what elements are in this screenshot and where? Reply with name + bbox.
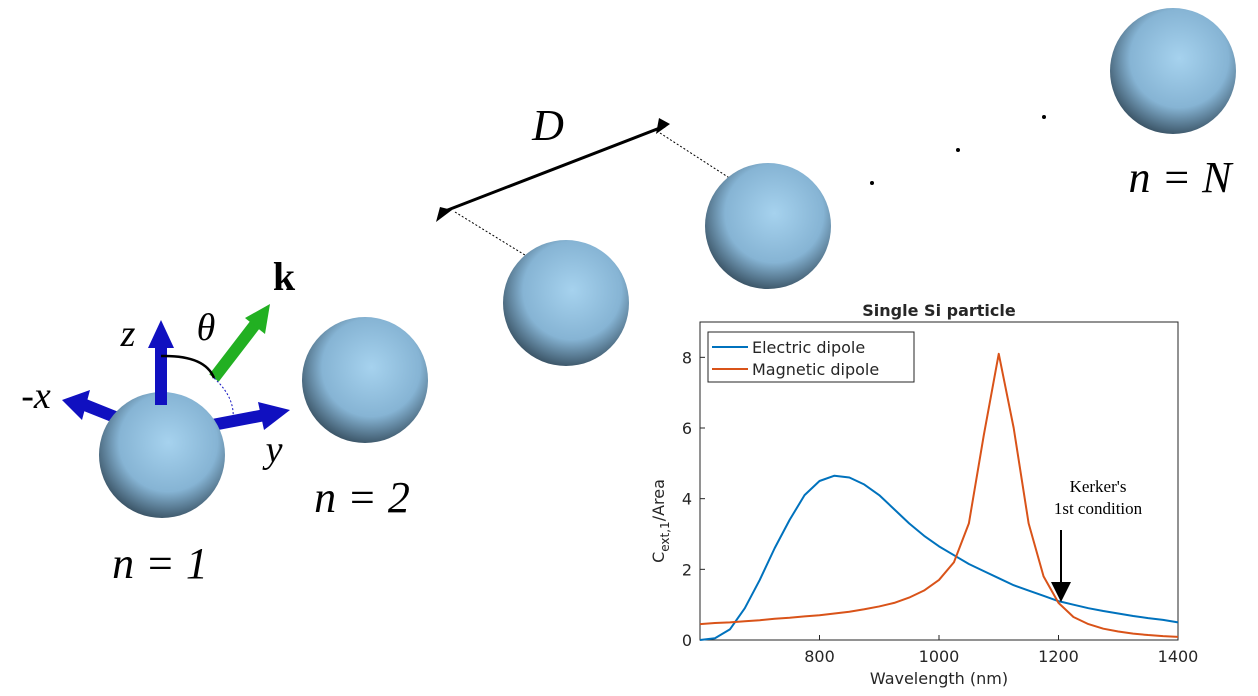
label-theta: θ [197,307,216,349]
y-tick-label: 0 [682,631,692,650]
annotation: 1st condition [1054,499,1143,518]
label-z: z [120,313,136,355]
y-label-main: C [649,552,668,563]
sphere [503,240,629,366]
dot [956,148,960,152]
label-nN: n = N [1128,153,1234,202]
y-tick-label: 4 [682,490,692,509]
theta-arc [160,354,216,379]
y-label-rest: /Area [649,479,668,521]
x-tick-label: 800 [804,647,835,666]
series-line [699,352,1179,638]
sphere [705,163,831,289]
k-vector [209,318,262,382]
x-tick-label: 1000 [919,647,960,666]
legend-label: Magnetic dipole [752,360,879,379]
dot [870,181,874,185]
guide-line [659,132,749,191]
label-n2: n = 2 [314,473,410,522]
label-d: D [531,101,564,150]
arrowhead [62,390,90,420]
dot [1042,115,1046,119]
projection-arc [213,377,234,426]
sphere [99,392,225,518]
arrowhead [258,402,290,430]
chart: Single Si particle 800 1000 1200 1400 0 2 4 6 8 Wa… [649,301,1198,688]
sphere [1110,8,1236,134]
arrowhead [148,320,174,348]
sphere [302,317,428,443]
y-tick-label: 8 [682,348,692,367]
y-tick-label: 6 [682,419,692,438]
arrowhead [656,118,670,134]
arrowhead [436,207,452,222]
y-tick-label: 2 [682,560,692,579]
annotation: Kerker's [1070,477,1127,496]
chart-title: Single Si particle [862,301,1016,320]
x-axis-label: Wavelength (nm) [870,669,1008,688]
y-axis-label: Cext,1/Area [649,479,672,563]
label-x: -x [21,375,51,417]
label-n1: n = 1 [112,539,208,588]
x-tick-label: 1200 [1038,647,1079,666]
distance-line [439,124,666,215]
diagram: D k θ z -x y n = 1 n = 2 n = N [21,8,1236,588]
arrowhead [245,304,270,334]
label-k: k [273,254,296,299]
x-tick-label: 1400 [1158,647,1199,666]
series-line [699,474,1179,641]
label-y: y [262,429,283,471]
legend-label: Electric dipole [752,338,865,357]
y-label-sub: ext,1 [658,521,672,551]
legend-box [707,331,915,383]
